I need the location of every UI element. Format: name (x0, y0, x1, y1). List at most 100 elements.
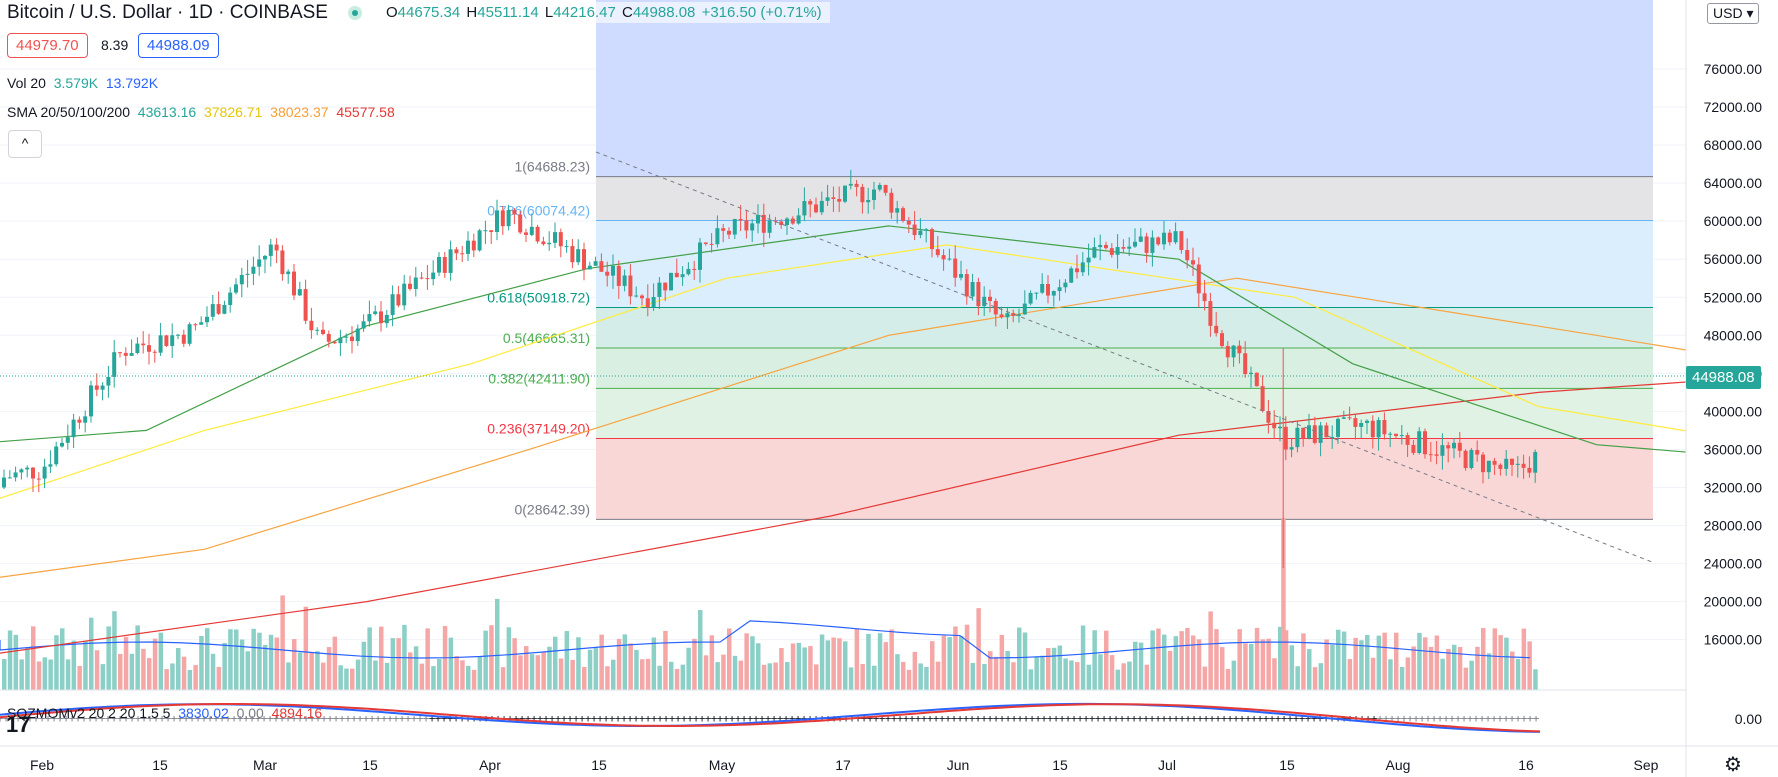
volume-bar (495, 598, 500, 690)
symbol-title[interactable]: Bitcoin / U.S. Dollar · 1D · COINBASE (7, 2, 328, 23)
volume-bar (187, 669, 193, 690)
candle-body (1486, 460, 1491, 473)
candle-body (158, 335, 163, 353)
squeeze-dot: + (1383, 712, 1390, 725)
buy-price-button[interactable]: 44988.09 (138, 33, 219, 58)
candle-body (1034, 292, 1039, 294)
squeeze-dot: + (9, 712, 16, 725)
candle-body (854, 183, 859, 187)
gear-icon[interactable]: ⚙ (1724, 754, 1742, 776)
candle-body (1127, 246, 1132, 249)
sell-price-button[interactable]: 44979.70 (7, 33, 88, 58)
candle-body (1237, 345, 1242, 354)
sma100-value: 38023.37 (270, 104, 329, 120)
volume-bar (663, 630, 668, 690)
time-tick-label: Sep (1634, 757, 1659, 773)
candle-body (808, 201, 813, 205)
squeeze-dot: + (687, 712, 694, 725)
fib-label: 0.786(60074.42) (487, 202, 590, 218)
fibonacci-retracement[interactable]: 1(64688.23) 0.786(60074.42) 0.618(50918.72… (487, 0, 1653, 520)
candle-body (1463, 450, 1468, 469)
squeeze-dot: + (147, 712, 154, 725)
tradingview-logo[interactable]: 17 (6, 712, 31, 737)
squeeze-dot: + (771, 712, 778, 725)
volume-value: 3.579K (53, 75, 99, 91)
time-tick-label: 17 (835, 757, 851, 773)
candle-body (837, 198, 842, 202)
volume-bar (413, 646, 419, 690)
squeeze-dot: + (903, 712, 910, 725)
volume-bar (930, 641, 935, 690)
candle-body (744, 220, 749, 231)
squeeze-dot: + (273, 712, 280, 725)
candle-body (906, 220, 911, 225)
squeeze-dot: + (183, 712, 190, 725)
candle-body (1452, 442, 1456, 449)
volume-name: Vol 20 (7, 75, 46, 91)
price-tick-label: 64000.00 (1704, 175, 1763, 191)
market-status-icon[interactable] (348, 6, 362, 20)
squeeze-dot: + (1425, 712, 1432, 725)
sma50-value: 37826.71 (203, 104, 263, 120)
squeeze-dot: + (789, 712, 796, 725)
fib-zone (596, 347, 1653, 389)
squeeze-dot: + (81, 712, 88, 725)
volume-bar (373, 660, 378, 690)
volume-legend[interactable]: Vol 20 3.579K 13.792K (7, 75, 158, 91)
volume-bar (367, 627, 372, 690)
squeeze-dot: + (1299, 712, 1306, 725)
volume-bar (1196, 639, 1202, 690)
oscillator-name: SQZMOMv2 20 2 20 1.5 5 (7, 705, 171, 721)
candle-body (54, 446, 59, 465)
candle-body (1347, 417, 1352, 419)
fib-zone (596, 438, 1653, 520)
volume-bar (814, 664, 819, 690)
candle-body (89, 385, 93, 417)
squeeze-dot: + (585, 712, 592, 725)
oscillator-legend[interactable]: SQZMOMv2 20 2 20 1.5 5 3830.02 0.00 4894… (7, 705, 322, 721)
squeeze-dot: + (1527, 712, 1534, 725)
time-tick-label: Feb (30, 757, 54, 773)
candle-body (535, 226, 540, 242)
candle-body (118, 352, 122, 354)
candle-body (645, 298, 650, 308)
squeeze-dot: + (1377, 712, 1384, 725)
squeeze-dot: + (1203, 712, 1210, 725)
squeeze-dot: + (393, 712, 400, 725)
candle-body (935, 249, 940, 256)
volume-bar (1281, 518, 1286, 690)
volume-bar (309, 652, 314, 690)
volume-bar (651, 637, 657, 690)
squeeze-dot: + (699, 712, 706, 725)
volume-bar (883, 642, 889, 690)
squeeze-dot: + (441, 712, 448, 725)
trend-line[interactable] (595, 151, 1653, 563)
volume-bar (512, 638, 517, 690)
squeeze-dot: + (1341, 712, 1348, 725)
volume-bar (860, 663, 865, 690)
collapse-legend-button[interactable]: ^ (8, 130, 42, 158)
candle-body (373, 311, 378, 315)
sma-legend[interactable]: SMA 20/50/100/200 43613.16 37826.71 3802… (7, 104, 395, 120)
candle-body (413, 277, 418, 289)
squeeze-dot: + (411, 712, 418, 725)
squeeze-dot: + (657, 712, 664, 725)
fib-zone (596, 176, 1653, 221)
squeeze-dot: + (3, 712, 10, 725)
candle-body (825, 197, 830, 201)
squeeze-dot: + (639, 712, 646, 725)
candle-body (901, 208, 905, 221)
volume-bar (1370, 657, 1376, 690)
candle-body (1225, 345, 1230, 358)
volume-bar (42, 657, 48, 690)
currency-selector[interactable]: USD ▾ (1707, 3, 1760, 24)
squeeze-dot: + (1311, 712, 1318, 725)
candle-body (1109, 248, 1114, 255)
volume-bar (750, 636, 755, 690)
squeeze-dot: + (1473, 712, 1480, 725)
candle-body (390, 294, 395, 315)
volume-bar (1034, 656, 1039, 690)
squeeze-dot: + (153, 712, 160, 725)
squeeze-dot: + (1053, 712, 1060, 725)
